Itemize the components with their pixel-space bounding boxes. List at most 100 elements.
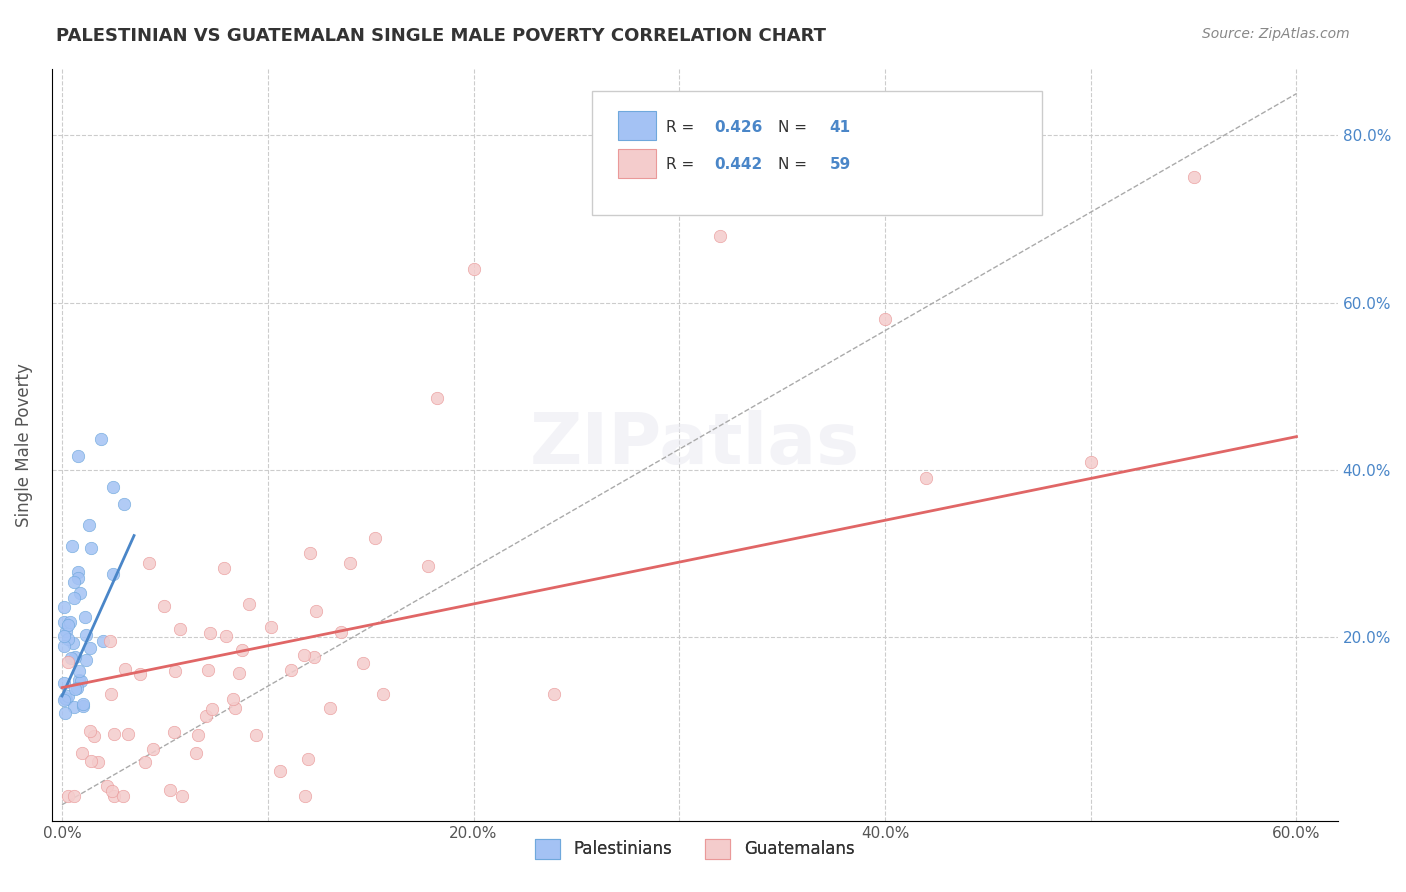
Point [62, 635, 84, 649]
Point [305, 604, 328, 618]
Point [55, 624, 77, 638]
Point [245, 728, 267, 742]
Point [66, 681, 89, 695]
Point [80, 754, 103, 768]
Point [67, 664, 90, 678]
Point [67, 673, 90, 687]
Point [231, 643, 253, 657]
Text: N =: N = [779, 120, 813, 135]
Point [162, 725, 184, 739]
Point [169, 622, 191, 636]
FancyBboxPatch shape [617, 149, 657, 178]
Point [297, 752, 319, 766]
Point [165, 665, 187, 679]
Point [302, 650, 325, 665]
Point [70, 673, 93, 688]
Point [134, 755, 156, 769]
Point [63, 650, 86, 665]
Point [260, 620, 283, 634]
Point [201, 702, 224, 716]
Point [426, 392, 449, 406]
Point [215, 630, 238, 644]
Point [66, 571, 89, 585]
Point [238, 597, 260, 611]
Text: Source: ZipAtlas.com: Source: ZipAtlas.com [1202, 27, 1350, 41]
Point [142, 741, 165, 756]
Point [79, 723, 101, 738]
Point [53, 706, 76, 720]
Point [56, 789, 79, 804]
Point [72, 698, 94, 713]
Point [112, 497, 135, 511]
Point [186, 746, 208, 760]
Text: 0.426: 0.426 [714, 120, 762, 135]
Point [63, 699, 86, 714]
Point [416, 559, 439, 574]
Point [371, 687, 394, 701]
Point [69, 586, 91, 600]
Point [101, 566, 124, 581]
Point [352, 656, 374, 670]
Point [75, 653, 97, 667]
Point [117, 727, 139, 741]
Point [103, 480, 125, 494]
Point [114, 662, 136, 676]
FancyBboxPatch shape [592, 91, 1042, 215]
Point [58, 689, 80, 703]
Point [63, 574, 86, 589]
Point [1080, 455, 1102, 469]
Text: R =: R = [666, 157, 700, 172]
Point [83, 730, 105, 744]
Text: ZIPatlas: ZIPatlas [530, 410, 859, 480]
Point [709, 228, 731, 243]
Point [53, 615, 76, 629]
Point [319, 701, 342, 715]
Point [198, 625, 221, 640]
Point [187, 728, 209, 742]
Point [59, 615, 82, 629]
Point [60, 539, 83, 553]
Point [62, 789, 84, 804]
Point [53, 628, 76, 642]
Point [214, 561, 236, 575]
Point [96, 779, 118, 793]
Text: N =: N = [779, 157, 813, 172]
Point [53, 599, 76, 614]
Text: R =: R = [666, 120, 700, 135]
Point [873, 312, 896, 326]
Point [299, 546, 322, 560]
Point [100, 634, 122, 648]
Point [112, 789, 135, 804]
Text: PALESTINIAN VS GUATEMALAN SINGLE MALE POVERTY CORRELATION CHART: PALESTINIAN VS GUATEMALAN SINGLE MALE PO… [56, 27, 827, 45]
Point [280, 663, 302, 677]
Point [73, 610, 96, 624]
Point [294, 789, 316, 804]
Point [197, 664, 219, 678]
Point [224, 701, 246, 715]
Point [159, 782, 181, 797]
Point [915, 471, 938, 485]
Point [63, 681, 86, 696]
Legend: Palestinians, Guatemalans: Palestinians, Guatemalans [529, 832, 860, 866]
Point [172, 789, 194, 804]
Point [292, 648, 315, 662]
Point [86, 755, 108, 769]
Point [152, 599, 174, 613]
Point [463, 262, 485, 277]
Point [1182, 170, 1205, 185]
Point [53, 693, 76, 707]
Point [222, 692, 245, 706]
Point [56, 632, 79, 646]
Point [129, 667, 152, 681]
Point [56, 617, 79, 632]
Point [63, 591, 86, 606]
Point [103, 789, 125, 804]
Point [72, 698, 94, 712]
Y-axis label: Single Male Poverty: Single Male Poverty [15, 363, 32, 527]
Point [79, 640, 101, 655]
FancyBboxPatch shape [617, 112, 657, 140]
Point [72, 746, 94, 760]
Point [138, 557, 160, 571]
Point [101, 784, 124, 798]
Point [329, 624, 352, 639]
